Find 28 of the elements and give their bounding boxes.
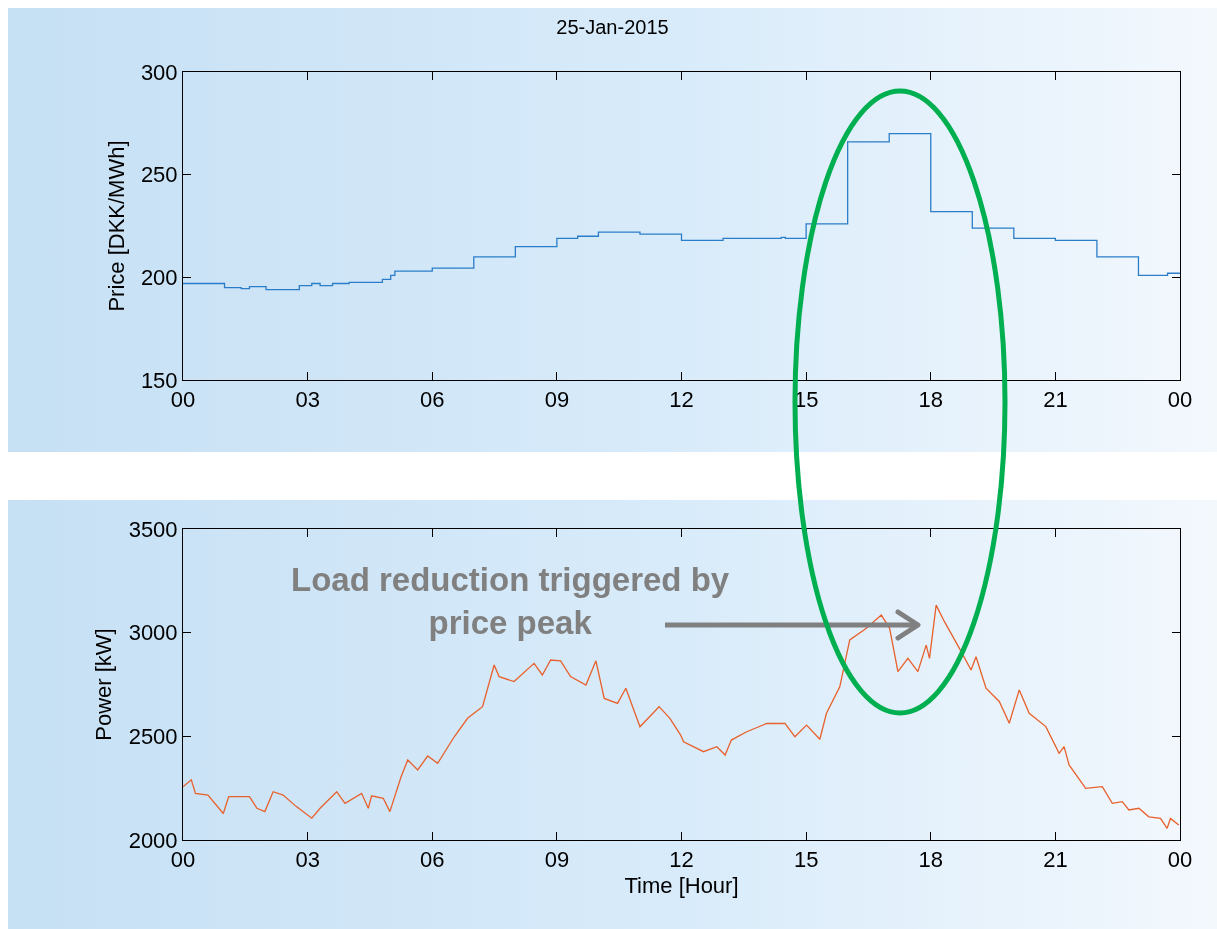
y-tick-label: 3000 xyxy=(128,620,178,646)
x-tick-label: 03 xyxy=(295,847,320,873)
x-tick-label: 15 xyxy=(793,847,819,873)
y-tick-label: 2500 xyxy=(128,724,178,750)
annotation: Load reduction triggered by price peak xyxy=(291,561,730,641)
y-axis-title: Power [kW] xyxy=(91,628,117,741)
y-tick-label: 200 xyxy=(140,265,178,291)
y-tick-label: 300 xyxy=(140,59,178,85)
x-tick-label: 06 xyxy=(420,387,445,413)
x-tick-label: 18 xyxy=(918,387,943,413)
x-tick-label: 00 xyxy=(1167,387,1193,413)
x-tick-label: 18 xyxy=(918,847,943,873)
y-tick-label: 3500 xyxy=(128,516,178,542)
x-tick-label: 21 xyxy=(1043,387,1068,413)
x-tick-label: 21 xyxy=(1043,847,1068,873)
x-tick-label: 12 xyxy=(669,387,694,413)
y-tick-label: 250 xyxy=(140,162,178,188)
chart-title: 25-Jan-2015 xyxy=(556,16,669,38)
x-tick-label: 06 xyxy=(420,847,445,873)
x-tick-label: 09 xyxy=(544,387,570,413)
x-axis-title: Time [Hour] xyxy=(624,873,739,899)
x-tick-label: 15 xyxy=(793,387,819,413)
x-tick-label: 03 xyxy=(295,387,320,413)
x-tick-label: 00 xyxy=(1167,847,1193,873)
y-axis-title: Price [DKK/MWh] xyxy=(103,140,129,312)
x-tick-label: 12 xyxy=(669,847,694,873)
line-series xyxy=(183,604,1180,830)
x-tick-label: 09 xyxy=(544,847,570,873)
